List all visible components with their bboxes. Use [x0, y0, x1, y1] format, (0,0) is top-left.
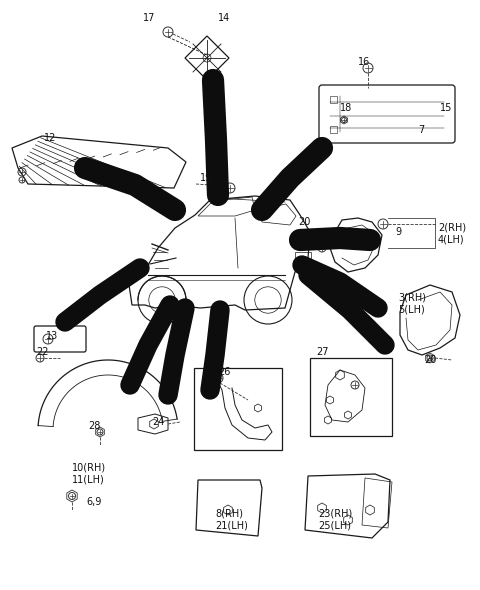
Text: 6,9: 6,9: [86, 497, 101, 507]
Text: 28: 28: [88, 421, 100, 431]
Bar: [310, 358, 392, 436]
Text: 1: 1: [357, 305, 363, 315]
Text: 21(LH): 21(LH): [215, 521, 248, 531]
Text: 2(RH): 2(RH): [438, 223, 466, 233]
Text: 25(LH): 25(LH): [318, 521, 351, 531]
Text: 24: 24: [152, 417, 164, 427]
Bar: [330, 126, 337, 133]
Text: 12: 12: [44, 133, 56, 143]
Text: 10(RH): 10(RH): [72, 463, 106, 473]
Text: 7: 7: [418, 125, 424, 135]
Text: 18: 18: [340, 103, 352, 113]
Text: 16: 16: [358, 57, 370, 67]
Text: 17: 17: [143, 13, 155, 23]
Text: 14: 14: [218, 13, 230, 23]
Text: 19: 19: [200, 173, 212, 183]
Bar: [295, 252, 311, 262]
Text: 20: 20: [424, 355, 436, 365]
Text: 23(RH): 23(RH): [318, 509, 352, 519]
Text: 9: 9: [395, 227, 401, 237]
Text: 5(LH): 5(LH): [398, 305, 425, 315]
Text: 13: 13: [46, 331, 58, 341]
Text: 20: 20: [298, 217, 311, 227]
Text: 11(LH): 11(LH): [72, 475, 105, 485]
Bar: [194, 368, 282, 450]
Bar: [330, 96, 337, 103]
Text: 3(RH): 3(RH): [398, 293, 426, 303]
Text: 8(RH): 8(RH): [215, 509, 243, 519]
Text: 15: 15: [440, 103, 452, 113]
Text: 26: 26: [218, 367, 230, 377]
Text: 4(LH): 4(LH): [438, 235, 465, 245]
Text: 22: 22: [36, 347, 48, 357]
Text: 27: 27: [316, 347, 328, 357]
